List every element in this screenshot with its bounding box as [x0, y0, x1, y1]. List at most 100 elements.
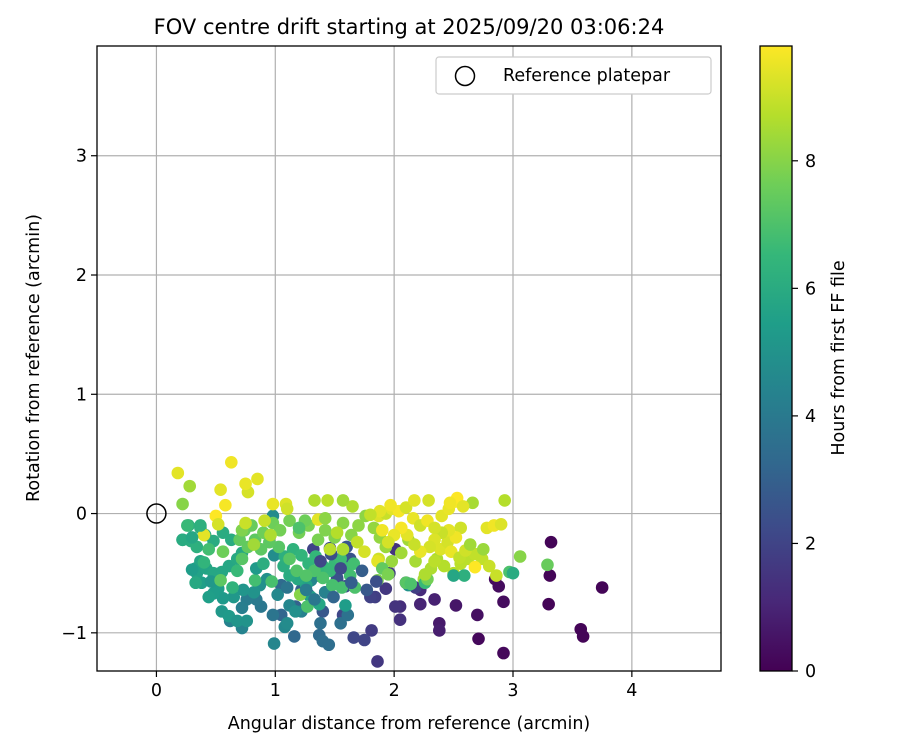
scatter-point — [299, 583, 313, 597]
scatter-point — [189, 576, 202, 590]
scatter-point — [543, 569, 557, 582]
scatter-point — [271, 588, 284, 601]
scatter-point — [471, 608, 484, 622]
scatter-point — [449, 599, 463, 612]
scatter-point — [318, 523, 332, 537]
colorbar-label: Hours from first FF file — [829, 260, 849, 455]
scatter-point — [316, 571, 330, 585]
scatter-point — [371, 655, 384, 668]
scatter-point — [190, 540, 204, 554]
scatter-point — [428, 593, 441, 606]
scatter-point — [194, 519, 207, 532]
scatter-point — [322, 638, 336, 652]
scatter-point — [197, 528, 211, 542]
scatter-point — [335, 581, 349, 594]
scatter-point — [347, 631, 361, 644]
x-axis-label: Angular distance from reference (arcmin) — [228, 714, 591, 734]
colorbar-tick-label: 2 — [805, 534, 816, 554]
scatter-point — [289, 605, 302, 618]
x-tick-label: 2 — [389, 681, 400, 701]
scatter-point — [433, 624, 446, 637]
scatter-point — [490, 569, 503, 582]
scatter-point — [239, 477, 252, 491]
scatter-point — [541, 558, 554, 572]
scatter-point — [311, 533, 325, 547]
scatter-point — [273, 523, 287, 537]
scatter-point — [258, 514, 271, 528]
scatter-point — [447, 569, 460, 582]
scatter-point — [389, 600, 402, 613]
scatter-point — [314, 554, 327, 568]
scatter-point — [476, 543, 490, 556]
grid — [97, 46, 721, 671]
scatter-point — [214, 574, 227, 587]
scatter-point — [181, 519, 194, 532]
scatter-point — [576, 630, 590, 643]
scatter-point — [468, 560, 482, 574]
scatter-point — [185, 563, 199, 576]
scatter-point — [336, 516, 350, 530]
scatter-point — [318, 512, 332, 525]
scatter-point — [334, 552, 347, 566]
x-tick-label: 0 — [151, 681, 162, 701]
legend: Reference platepar — [435, 56, 712, 95]
scatter-point — [233, 533, 246, 547]
scatter-point — [437, 559, 451, 573]
scatter-point — [334, 562, 347, 575]
scatter-point — [219, 498, 232, 512]
scatter-point — [266, 497, 280, 511]
scatter-point — [393, 613, 407, 627]
scatter-point — [235, 552, 249, 566]
scatter-point — [373, 504, 387, 518]
scatter-point — [323, 543, 337, 556]
scatter-point — [339, 599, 352, 612]
scatter-point — [336, 494, 350, 507]
scatter-point — [409, 554, 422, 568]
scatter-point — [197, 556, 211, 569]
scatter-point — [385, 554, 399, 568]
scatter-point — [211, 517, 225, 531]
scatter-point — [321, 494, 334, 507]
scatter-point — [418, 568, 432, 581]
scatter-point — [226, 581, 239, 594]
scatter-point — [394, 546, 408, 560]
scatter-point — [352, 519, 365, 532]
scatter-point — [379, 582, 393, 596]
scatter-point — [456, 500, 470, 513]
scatter-point — [330, 526, 344, 539]
chart-title: FOV centre drift starting at 2025/09/20 … — [154, 15, 665, 39]
scatter-point — [292, 521, 306, 535]
scatter-point — [176, 533, 189, 547]
scatter-point — [463, 538, 477, 551]
plot-frame — [96, 45, 722, 672]
scatter-point — [265, 575, 279, 588]
scatter-point — [267, 637, 281, 650]
scatter-point — [384, 498, 397, 512]
scatter-point — [375, 523, 389, 537]
scatter-point — [365, 624, 378, 637]
scatter-point — [272, 540, 286, 554]
scatter-point — [280, 502, 294, 516]
scatter-point — [236, 583, 250, 597]
legend-entry-reference-platepar: Reference platepar — [503, 66, 671, 86]
scatter-point — [428, 554, 441, 568]
legend-marker-icon — [454, 65, 476, 87]
scatter-point — [492, 580, 506, 593]
scatter-point — [327, 590, 340, 604]
scatter-point — [326, 578, 339, 592]
scatter-point — [408, 494, 421, 507]
scatter-point — [176, 497, 189, 511]
scatter-point — [542, 597, 555, 611]
colorbar-tick-label: 0 — [805, 662, 816, 682]
scatter-point — [506, 566, 520, 580]
scatter-point — [251, 472, 264, 486]
y-tick-label: 3 — [76, 147, 87, 167]
colorbar: 0 2 4 6 8 Hours from first FF file — [759, 45, 849, 682]
scatter-point — [472, 632, 485, 646]
scatter-point — [544, 535, 558, 549]
scatter-point — [428, 521, 441, 535]
scatter-point — [204, 575, 218, 588]
scatter-point — [299, 569, 313, 582]
scatter-point — [413, 597, 427, 611]
